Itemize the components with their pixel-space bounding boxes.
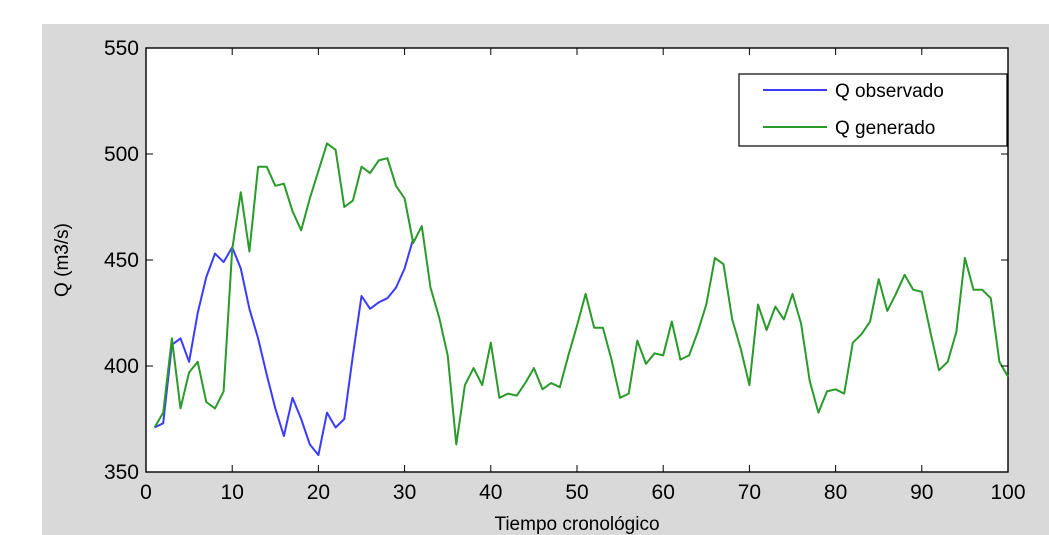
figure-background: 0 10 20 30 40 50 60 70 80 90 100 350 400 450 500 550 Q … — [42, 24, 1049, 535]
y-axis-label: Q (m3/s) — [52, 223, 73, 297]
legend-label-q-generado: Q generado — [835, 118, 935, 139]
x-tick-label: 10 — [221, 481, 244, 504]
x-tick-label: 20 — [307, 481, 330, 504]
legend-label-q-observado: Q observado — [835, 81, 944, 102]
x-tick-label: 40 — [479, 481, 502, 504]
legend-box — [738, 73, 1008, 147]
y-tick-label: 500 — [104, 143, 139, 166]
y-tick-label: 550 — [104, 37, 139, 60]
legend: Q observado Q generado — [738, 73, 1008, 147]
y-tick-label: 350 — [104, 461, 139, 484]
x-tick-label: 50 — [565, 481, 588, 504]
line-chart: 0 10 20 30 40 50 60 70 80 90 100 350 400 450 500 550 Q … — [52, 37, 1026, 535]
y-tick-label: 400 — [104, 355, 139, 378]
y-tick-label: 450 — [104, 249, 139, 272]
x-tick-label: 90 — [910, 481, 933, 504]
x-tick-label: 100 — [990, 481, 1025, 504]
x-tick-label: 80 — [824, 481, 847, 504]
x-axis-label: Tiempo cronológico — [494, 514, 659, 535]
series-line-q-observado — [154, 238, 415, 456]
x-tick-label: 0 — [140, 481, 152, 504]
x-tick-label: 70 — [738, 481, 761, 504]
series-line-q-generado — [153, 142, 1009, 446]
x-tick-label: 60 — [652, 481, 675, 504]
x-tick-label: 30 — [393, 481, 416, 504]
